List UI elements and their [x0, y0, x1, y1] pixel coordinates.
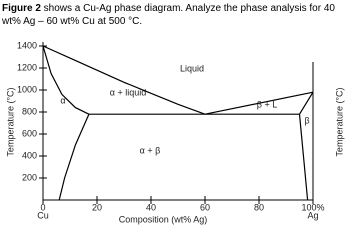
page: Figure 2 shows a Cu-Ag phase diagram. An…	[2, 2, 348, 225]
y-tick-label: 1000	[17, 84, 37, 94]
x-tick-label: 80	[254, 202, 264, 212]
phase-boundary	[42, 45, 206, 115]
region-label: β + L	[257, 99, 277, 109]
region-label: Liquid	[180, 63, 204, 73]
x-tick-label: 0	[40, 202, 45, 212]
y-tick-label: 200	[22, 172, 37, 182]
caption-text: shows a Cu-Ag phase diagram. Analyze the…	[2, 3, 335, 27]
caption-lead: Figure 2	[2, 3, 41, 14]
x-axis-label: Composition (wt% Ag)	[119, 214, 208, 224]
caption: Figure 2 shows a Cu-Ag phase diagram. An…	[2, 2, 348, 28]
chart: Liquid α + liquid α α + β β + L β Compos…	[5, 40, 344, 224]
phase-boundary	[42, 45, 90, 115]
region-label: α	[60, 95, 65, 105]
y2-axis-label: Temperature (°C)	[334, 87, 344, 156]
x-tick-label: 40	[146, 202, 156, 212]
y-tick-label: 800	[22, 106, 37, 116]
x-tick-label: 100%	[301, 202, 324, 212]
region-label: α + liquid	[110, 87, 146, 97]
phase-boundary	[298, 91, 314, 115]
region-label: β	[304, 115, 309, 125]
y-axis-label: Temperature (°C)	[5, 87, 15, 156]
y-tick-label: 400	[22, 150, 37, 160]
region-label: α + β	[140, 145, 161, 155]
y-tick-label: 1200	[17, 62, 37, 72]
x-tick-label: 20	[92, 202, 102, 212]
x-end-label: Ag	[307, 210, 318, 220]
x-end-label: Cu	[37, 210, 49, 220]
phase-boundary	[58, 113, 90, 201]
phase-boundary	[204, 91, 314, 115]
phase-boundary	[298, 114, 309, 201]
x-tick-label: 60	[200, 202, 210, 212]
y-tick-label: 600	[22, 128, 37, 138]
y-tick-label: 1400	[17, 40, 37, 50]
